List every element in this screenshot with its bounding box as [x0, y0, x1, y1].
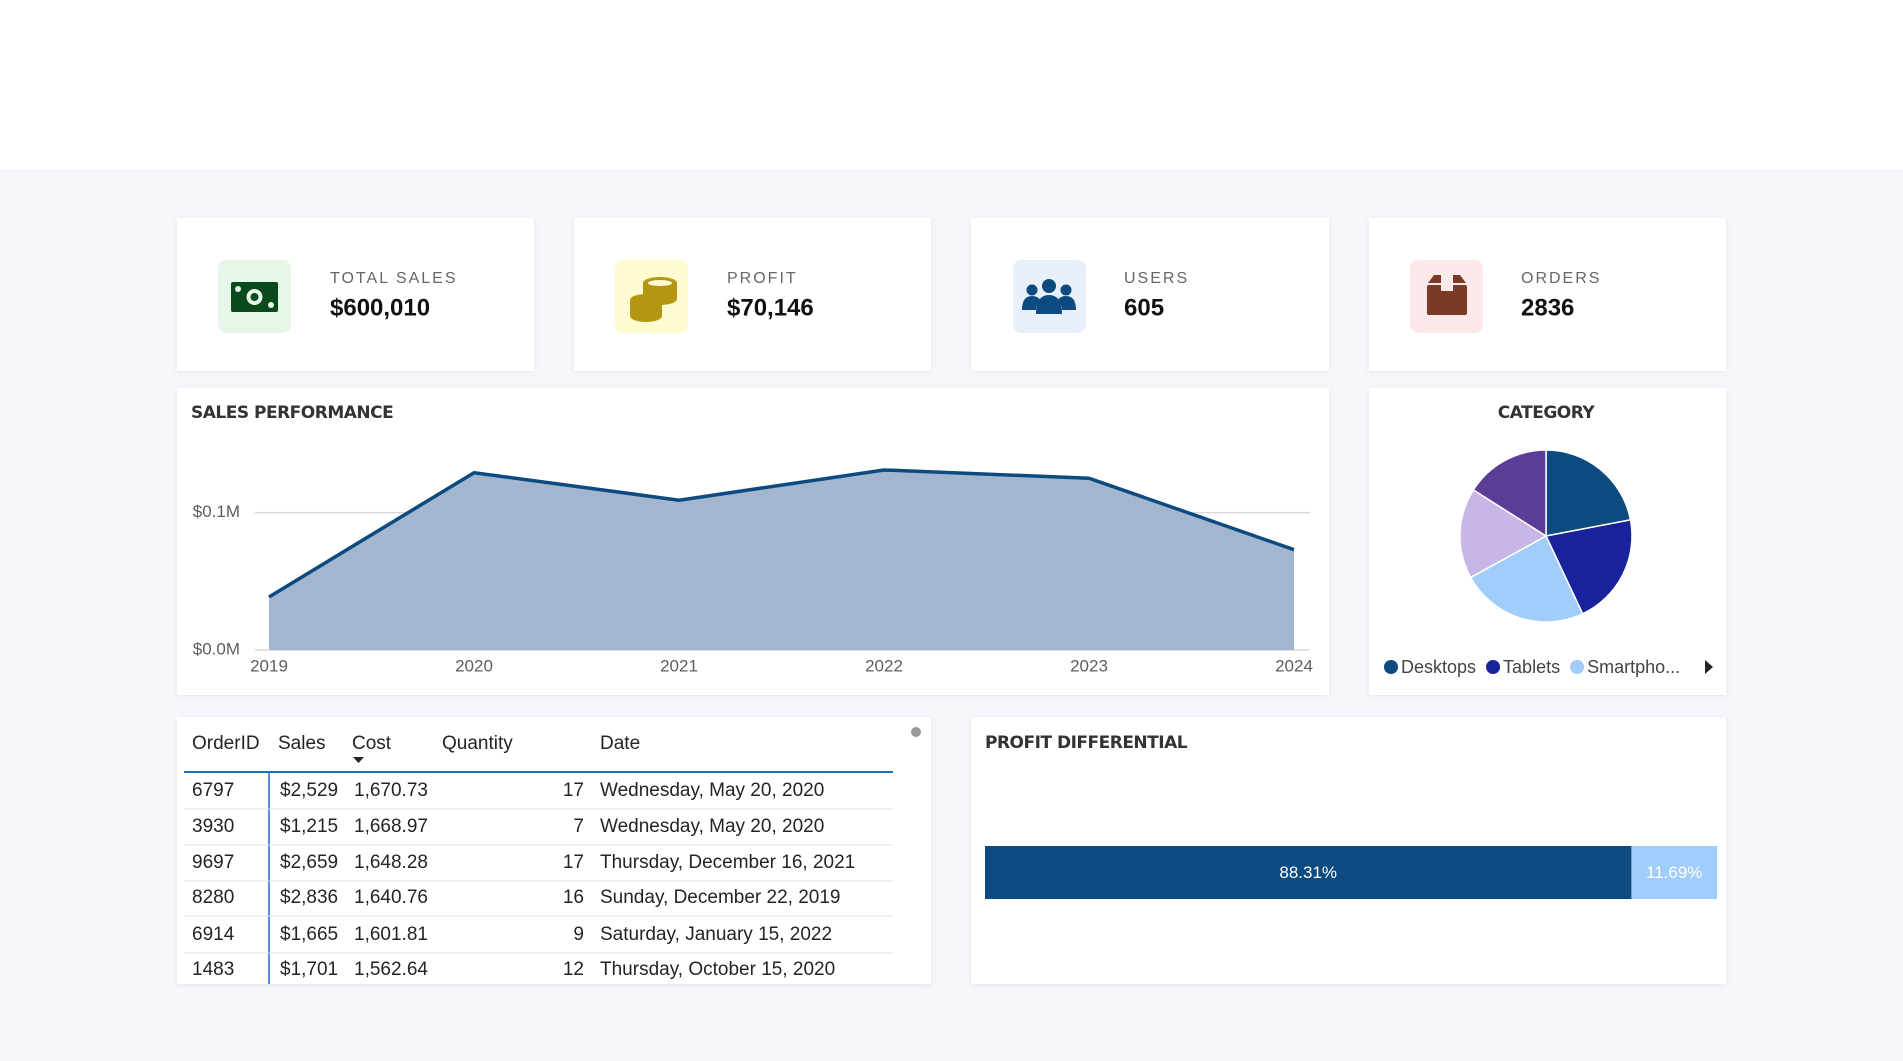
table-cell: 1,640.76 — [354, 887, 428, 908]
legend-next-arrow[interactable] — [1705, 660, 1713, 674]
scroll-indicator[interactable] — [911, 727, 921, 737]
table-cell: 12 — [563, 959, 584, 980]
money-icon — [231, 282, 278, 312]
y-tick-label: $0.1M — [193, 502, 240, 521]
pie-slice — [1469, 534, 1584, 623]
pie-slice — [1545, 449, 1632, 537]
legend-marker — [1384, 660, 1398, 674]
table-cell: Thursday, December 16, 2021 — [600, 852, 855, 873]
kpi-label: PROFIT — [727, 270, 798, 287]
data-label: 88.31% — [1279, 863, 1337, 882]
table-cell: $2,529 — [280, 780, 338, 801]
column-header: OrderID — [192, 733, 260, 754]
kpi-value: 2836 — [1521, 294, 1574, 321]
legend-label: Smartpho... — [1587, 657, 1680, 677]
table-cell: $1,665 — [280, 924, 338, 945]
kpi-card: USERS 605 — [971, 218, 1329, 371]
area — [269, 469, 1294, 650]
kpi-label: USERS — [1124, 270, 1189, 287]
column-header: Quantity — [442, 733, 513, 754]
box-icon — [1427, 275, 1467, 315]
kpi-label: TOTAL SALES — [330, 270, 458, 287]
x-tick-label: 2021 — [660, 656, 698, 675]
table-cell: 3930 — [192, 816, 234, 837]
table-cell: 1,670.73 — [354, 780, 428, 801]
pie-slice — [1544, 519, 1633, 615]
bar-segment — [985, 846, 1632, 899]
legend-label: Tablets — [1503, 657, 1560, 677]
chart-title: SALES PERFORMANCE — [191, 403, 393, 423]
table-cell: Sunday, December 22, 2019 — [600, 887, 840, 908]
kpi-card: TOTAL SALES $600,010 — [177, 218, 534, 371]
table-cell: 17 — [563, 780, 584, 801]
table: OrderID Sales Cost Quantity Date 6797 $2,529 1,… — [184, 733, 893, 984]
kpi-value: $70,146 — [727, 294, 814, 321]
sort-arrow — [353, 757, 364, 763]
table-cell: Wednesday, May 20, 2020 — [600, 816, 824, 837]
coins-icon — [630, 277, 677, 322]
table-cell: 7 — [573, 816, 584, 837]
table-cell: $1,701 — [280, 959, 338, 980]
x-tick-label: 2024 — [1275, 656, 1313, 675]
users-icon — [1022, 279, 1076, 314]
pie-slice — [1472, 449, 1547, 538]
legend-label: Desktops — [1401, 657, 1476, 677]
pie-slice — [1459, 488, 1548, 579]
chart-title: PROFIT DIFFERENTIAL — [985, 733, 1188, 753]
legend-marker — [1570, 660, 1585, 674]
y-tick-label: $0.0M — [193, 639, 240, 658]
data-label: 11.69% — [1646, 863, 1702, 882]
kpi-value: 605 — [1124, 294, 1164, 321]
column-header: Date — [600, 733, 640, 754]
table-cell: $2,836 — [280, 887, 338, 908]
table-cell: 1,562.64 — [354, 959, 428, 980]
table-cell: 1,601.81 — [354, 924, 428, 945]
card — [177, 717, 931, 984]
chart-title: CATEGORY — [1498, 403, 1596, 423]
table-cell: $1,215 — [280, 816, 338, 837]
table-cell: 9697 — [192, 852, 234, 873]
table-cell: 1,668.97 — [354, 816, 428, 837]
kpi-label: ORDERS — [1521, 270, 1601, 287]
table-cell: $2,659 — [280, 852, 338, 873]
table-cell: 8280 — [192, 887, 234, 908]
x-tick-label: 2019 — [250, 656, 288, 675]
table-cell: 6914 — [192, 924, 235, 945]
kpi-card: PROFIT $70,146 — [574, 218, 931, 371]
x-tick-label: 2022 — [865, 656, 903, 675]
table-cell: Wednesday, May 20, 2020 — [600, 780, 824, 801]
legend-marker — [1486, 660, 1501, 674]
table-cell: Saturday, January 15, 2022 — [600, 924, 832, 945]
kpi-value: $600,010 — [330, 294, 430, 321]
kpi-card: ORDERS 2836 — [1369, 218, 1726, 371]
table-cell: 17 — [563, 852, 584, 873]
table-cell: 6797 — [192, 780, 234, 801]
line — [268, 468, 1295, 599]
column-header: Sales — [278, 733, 326, 754]
table-cell: 16 — [563, 887, 584, 908]
column-header: Cost — [352, 733, 392, 754]
x-tick-label: 2020 — [455, 656, 493, 675]
x-tick-label: 2023 — [1070, 656, 1108, 675]
table-cell: 1483 — [192, 959, 234, 980]
bar-segment — [1631, 846, 1717, 899]
header-band — [0, 0, 1903, 169]
table-cell: 9 — [573, 924, 584, 945]
table-cell: 1,648.28 — [354, 852, 428, 873]
table-cell: Thursday, October 15, 2020 — [600, 959, 835, 980]
